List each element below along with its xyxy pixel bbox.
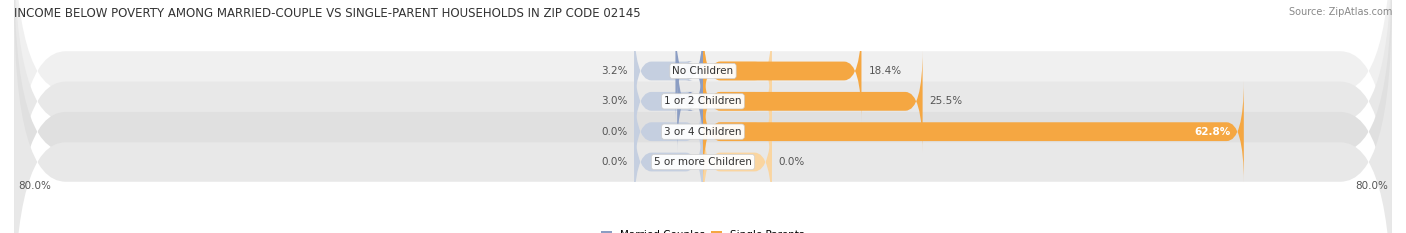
Text: 3 or 4 Children: 3 or 4 Children	[664, 127, 742, 137]
FancyBboxPatch shape	[703, 111, 772, 213]
Text: 18.4%: 18.4%	[869, 66, 901, 76]
Text: 62.8%: 62.8%	[1195, 127, 1230, 137]
Text: 80.0%: 80.0%	[18, 181, 51, 191]
FancyBboxPatch shape	[634, 20, 703, 122]
Legend: Married Couples, Single Parents: Married Couples, Single Parents	[598, 226, 808, 233]
Text: Source: ZipAtlas.com: Source: ZipAtlas.com	[1288, 7, 1392, 17]
Text: 1 or 2 Children: 1 or 2 Children	[664, 96, 742, 106]
FancyBboxPatch shape	[14, 0, 1392, 233]
FancyBboxPatch shape	[14, 0, 1392, 233]
FancyBboxPatch shape	[14, 0, 1392, 233]
FancyBboxPatch shape	[703, 80, 772, 183]
Text: 0.0%: 0.0%	[600, 157, 627, 167]
FancyBboxPatch shape	[14, 0, 1392, 233]
FancyBboxPatch shape	[634, 111, 703, 213]
FancyBboxPatch shape	[678, 50, 703, 153]
Text: 3.2%: 3.2%	[600, 66, 627, 76]
Text: 3.0%: 3.0%	[600, 96, 627, 106]
Text: 0.0%: 0.0%	[600, 127, 627, 137]
Text: 0.0%: 0.0%	[779, 157, 806, 167]
Text: 80.0%: 80.0%	[1355, 181, 1388, 191]
Text: 5 or more Children: 5 or more Children	[654, 157, 752, 167]
FancyBboxPatch shape	[703, 20, 862, 122]
FancyBboxPatch shape	[703, 50, 772, 153]
FancyBboxPatch shape	[703, 20, 772, 122]
FancyBboxPatch shape	[703, 50, 922, 153]
Text: No Children: No Children	[672, 66, 734, 76]
Text: INCOME BELOW POVERTY AMONG MARRIED-COUPLE VS SINGLE-PARENT HOUSEHOLDS IN ZIP COD: INCOME BELOW POVERTY AMONG MARRIED-COUPL…	[14, 7, 641, 20]
FancyBboxPatch shape	[634, 80, 703, 183]
FancyBboxPatch shape	[634, 50, 703, 153]
FancyBboxPatch shape	[675, 20, 703, 122]
Text: 25.5%: 25.5%	[929, 96, 963, 106]
FancyBboxPatch shape	[703, 80, 1244, 183]
